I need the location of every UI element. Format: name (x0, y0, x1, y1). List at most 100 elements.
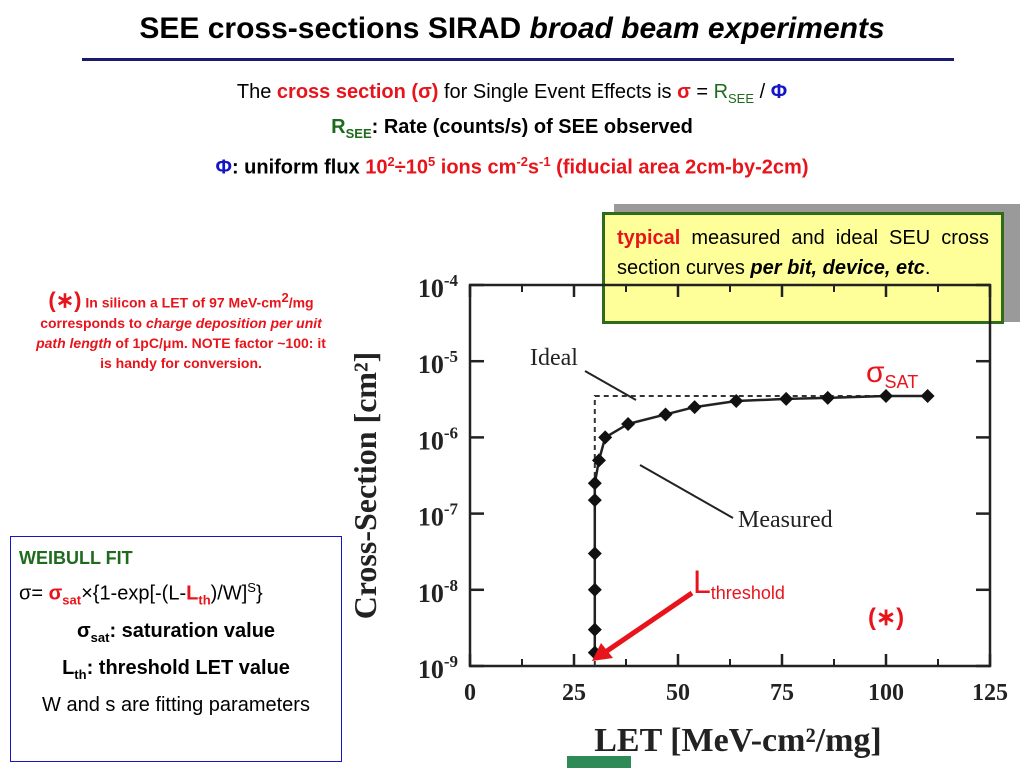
sigma-sat-label: σSAT (866, 356, 918, 392)
sigma-symbol: σ (418, 81, 432, 103)
data-point (587, 493, 602, 508)
ideal-leader (584, 370, 637, 401)
intro-block: The cross section (σ) for Single Event E… (0, 78, 1024, 182)
x-axis-label: LET [MeV-cm²/mg] (594, 722, 881, 759)
y-tick-label: 10-6 (418, 423, 458, 455)
y-tick-label: 10-8 (418, 576, 458, 608)
flux-exp: -2 (516, 154, 528, 169)
measured-annotation: Measured (738, 507, 833, 533)
x-tick-label: 25 (562, 680, 586, 706)
r-subscript: SEE (728, 91, 755, 106)
s-exponent: S (247, 580, 256, 595)
data-point (779, 391, 794, 406)
y-axis-label: Cross-Section [cm²] (347, 352, 383, 620)
data-point (879, 388, 893, 403)
equals: = (690, 81, 714, 103)
data-point (658, 407, 673, 422)
y-tick-label: 10-4 (418, 271, 459, 303)
star-marker-chart: (∗) (868, 604, 904, 631)
data-point (591, 453, 606, 468)
data-point (587, 546, 602, 561)
data-point (729, 394, 744, 409)
intro-text: The (236, 81, 277, 103)
intro-text: for Single Event Effects is (438, 81, 678, 103)
threshold-arrowhead (592, 643, 613, 661)
typical-box: typical measured and ideal SEU cross sec… (602, 212, 1004, 324)
typical-period: . (924, 257, 931, 279)
data-point (587, 622, 602, 637)
flux-value: ÷10 (394, 156, 428, 179)
typical-emphasis: per bit, device, etc (750, 257, 925, 279)
l-symbol: L (186, 582, 199, 605)
phi-symbol: Φ (215, 156, 232, 179)
title-italic: broad beam experiments (529, 12, 885, 45)
flux-definition: : uniform flux (231, 156, 366, 179)
intro-line-2: RSEE: Rate (counts/s) of SEE observed (0, 113, 1024, 148)
typical-text: measured and ideal SEU cross section cur… (617, 227, 989, 279)
formula-text: ×{1-exp[-(L- (81, 582, 187, 605)
sat-subscript: sat (90, 629, 110, 645)
sigma-symbol: σ (677, 81, 691, 103)
data-point (587, 582, 602, 597)
x-tick-label: 100 (868, 680, 904, 706)
measured-leader (639, 464, 734, 519)
flux-unit: s (527, 156, 540, 179)
phi-symbol: Φ (770, 81, 788, 103)
sigma-symbol: σ (76, 619, 91, 642)
formula-text: } (255, 582, 263, 605)
mu-symbol: μ (162, 334, 172, 351)
y-tick-label: 10-5 (418, 347, 458, 379)
y-tick-label: 10-9 (418, 652, 458, 684)
bottom-accent-bar (567, 756, 631, 768)
flux-exp: 2 (387, 154, 395, 169)
fiducial-area: (fiducial area 2cm-by-2cm) (550, 156, 809, 179)
intro-line-1: The cross section (σ) for Single Event E… (0, 78, 1024, 113)
note-text: of 1pC/ (111, 334, 163, 351)
th-definition: : threshold LET value (86, 656, 290, 679)
x-tick-label: 125 (972, 680, 1008, 706)
note-text: m. NOTE factor ~100: it is handy for con… (100, 334, 326, 371)
weibull-fit-box: WEIBULL FIT σ= σsat×{1-exp[-(L-Lth)/W]S}… (10, 536, 342, 762)
weibull-th-def: Lth: threshold LET value (19, 653, 333, 690)
note-italic: charge deposition per unit path length (36, 314, 322, 351)
note-sup: 2 (281, 290, 289, 305)
l-symbol: L (62, 656, 75, 679)
star-marker: (∗) (48, 287, 82, 313)
title-rule (82, 58, 954, 61)
r-subscript: SEE (345, 126, 372, 141)
typical-word: typical (617, 227, 681, 249)
flux-value: 10 (365, 156, 388, 179)
x-tick-label: 0 (464, 680, 476, 706)
sigma-symbol: σ (19, 582, 32, 605)
cross-section-term: cross section (276, 81, 406, 103)
intro-line-3: Φ: uniform flux 102÷105 ions cm-2s-1 (fi… (0, 148, 1024, 182)
th-subscript: th (198, 592, 211, 608)
data-point (687, 400, 702, 415)
data-point (587, 476, 602, 491)
equals: = (31, 582, 49, 605)
weibull-formula: σ= σsat×{1-exp[-(L-Lth)/W]S} (19, 573, 333, 616)
threshold-arrow-shaft (602, 590, 694, 656)
weibull-title: WEIBULL FIT (19, 548, 133, 568)
x-tick-label: 75 (770, 680, 794, 706)
data-point (598, 430, 613, 445)
formula-text: )/W] (210, 582, 248, 605)
slash: / (754, 81, 771, 103)
ideal-annotation: Ideal (530, 345, 578, 371)
slide-title: SEE cross-sections SIRAD broad beam expe… (0, 12, 1024, 46)
note-text: /mg corresponds to (40, 294, 314, 331)
flux-unit: ions cm (435, 156, 517, 179)
flux-exp: -1 (539, 154, 551, 169)
cross-section-chart: 10-4 10-5 10-6 10-7 10-8 10-90 25 50 75 100 125 LET… (347, 271, 1008, 759)
rate-definition: : Rate (counts/s) of SEE observed (371, 116, 693, 138)
data-point (920, 388, 935, 403)
sat-subscript: sat (62, 592, 82, 608)
measured-curve (593, 394, 928, 653)
r-symbol: R (713, 81, 729, 103)
r-symbol: R (331, 116, 346, 138)
th-subscript: th (74, 666, 87, 682)
data-point (621, 416, 636, 431)
paren-open: ( (405, 81, 419, 103)
weibull-sat-def: σsat: saturation value (19, 616, 333, 653)
sat-definition: : saturation value (109, 619, 276, 642)
